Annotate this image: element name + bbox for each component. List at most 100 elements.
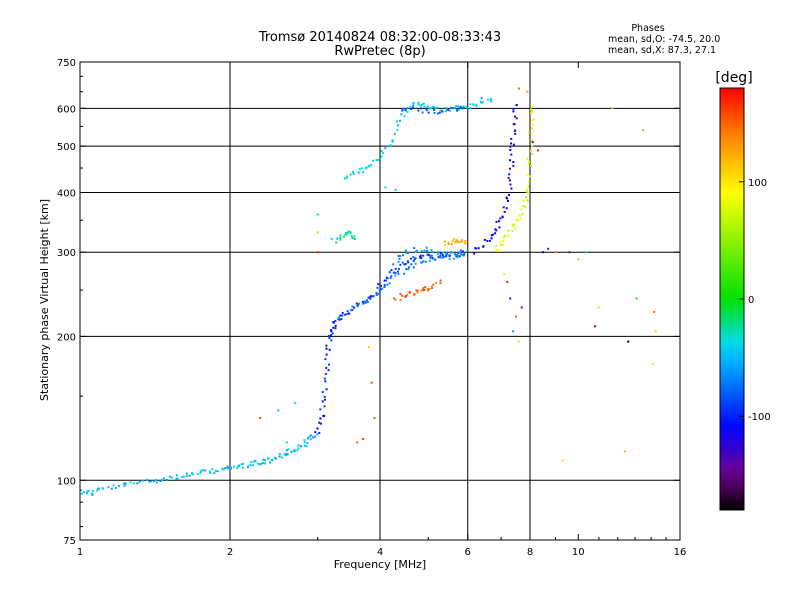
- data-point: [325, 347, 328, 350]
- data-point: [196, 472, 199, 475]
- data-point: [428, 259, 431, 262]
- data-point: [450, 243, 453, 246]
- stats-heading: Phases: [631, 23, 664, 34]
- data-point: [101, 487, 104, 490]
- data-point: [384, 279, 387, 282]
- data-point: [281, 456, 284, 459]
- colorbar-tick-label: 0: [748, 295, 754, 306]
- data-point: [397, 254, 400, 257]
- data-point: [378, 292, 381, 295]
- data-point: [509, 159, 511, 162]
- data-point: [79, 489, 82, 491]
- data-point: [399, 292, 402, 295]
- data-point: [428, 254, 431, 257]
- data-point: [401, 294, 404, 297]
- data-point: [508, 194, 510, 196]
- data-point: [339, 314, 342, 317]
- data-point: [380, 285, 382, 287]
- data-point: [403, 263, 406, 266]
- data-point: [512, 108, 515, 111]
- data-point: [186, 472, 188, 475]
- data-point: [568, 251, 571, 254]
- y-tick-label: 600: [57, 104, 76, 115]
- data-point: [530, 108, 532, 111]
- data-point: [442, 255, 445, 258]
- data-point: [307, 437, 309, 440]
- data-point: [327, 369, 330, 372]
- data-point: [323, 405, 326, 408]
- data-point: [450, 250, 453, 253]
- data-point: [416, 291, 419, 294]
- data-point: [369, 297, 372, 300]
- data-point: [495, 248, 498, 251]
- data-point: [512, 143, 515, 146]
- data-point: [490, 97, 492, 100]
- data-point: [417, 109, 420, 112]
- data-point: [516, 219, 519, 222]
- data-point: [507, 200, 509, 202]
- data-point: [123, 482, 125, 485]
- data-point: [527, 131, 530, 134]
- data-point: [285, 454, 288, 457]
- data-point: [489, 239, 491, 242]
- x-tick-label: 2: [227, 547, 233, 558]
- data-point: [530, 112, 533, 115]
- data-point: [444, 106, 447, 109]
- data-point: [351, 171, 354, 173]
- data-point: [509, 145, 512, 148]
- data-point: [530, 153, 533, 155]
- data-point: [457, 108, 460, 111]
- data-point: [430, 249, 433, 251]
- data-point: [398, 257, 401, 260]
- data-point: [531, 141, 534, 144]
- data-point: [510, 187, 513, 190]
- data-point: [482, 245, 485, 248]
- data-point: [124, 482, 127, 485]
- data-point: [653, 310, 656, 313]
- data-point: [517, 340, 520, 343]
- data-point: [388, 145, 391, 148]
- grid-lines: [80, 62, 680, 540]
- data-point: [256, 462, 259, 465]
- data-point: [423, 289, 426, 291]
- data-point: [448, 254, 451, 257]
- data-point: [395, 120, 398, 123]
- data-point: [480, 97, 483, 100]
- data-point: [413, 258, 416, 261]
- data-point: [512, 161, 515, 163]
- data-point: [519, 217, 522, 220]
- data-point: [454, 253, 457, 256]
- data-point: [251, 464, 254, 467]
- data-point: [351, 237, 354, 239]
- data-point: [515, 315, 517, 318]
- data-point: [321, 391, 324, 394]
- data-point: [375, 292, 378, 295]
- data-point: [419, 256, 422, 259]
- data-point: [460, 240, 463, 243]
- data-point: [185, 475, 188, 477]
- data-point: [334, 327, 337, 330]
- data-point: [432, 106, 435, 109]
- data-point: [316, 433, 319, 436]
- data-point: [627, 340, 630, 343]
- data-point: [490, 234, 493, 237]
- data-point: [402, 107, 405, 110]
- data-point: [434, 107, 437, 109]
- data-point: [408, 291, 411, 294]
- data-point: [520, 306, 523, 309]
- data-point: [362, 171, 365, 174]
- data-point: [412, 256, 415, 259]
- data-point: [441, 256, 444, 259]
- data-point: [324, 358, 327, 361]
- data-point: [585, 251, 588, 254]
- data-point: [357, 171, 360, 174]
- data-point: [434, 258, 437, 261]
- data-point: [328, 348, 331, 351]
- data-point: [214, 469, 217, 472]
- data-point: [375, 159, 378, 162]
- data-point: [350, 235, 353, 238]
- data-point: [498, 226, 501, 229]
- data-point: [107, 486, 110, 489]
- chart-title: Tromsø 20140824 08:32:00-08:33:43: [258, 30, 501, 45]
